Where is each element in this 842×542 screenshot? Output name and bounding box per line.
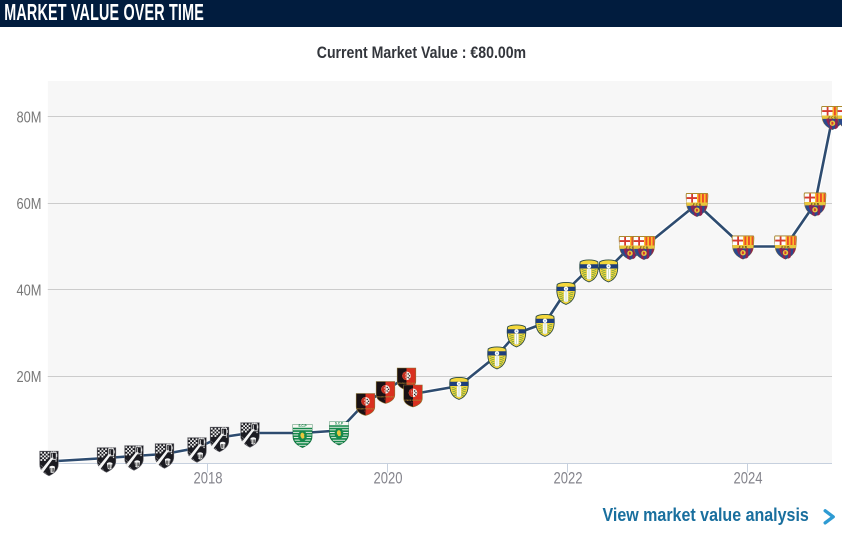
svg-text:2022: 2022 (554, 470, 583, 488)
svg-text:80M: 80M (17, 110, 42, 127)
svg-text:2018: 2018 (194, 470, 223, 488)
svg-text:60M: 60M (17, 196, 42, 213)
svg-text:40M: 40M (17, 283, 42, 300)
svg-text:20M: 20M (17, 369, 42, 386)
svg-text:2020: 2020 (374, 470, 403, 488)
svg-text:2024: 2024 (734, 470, 763, 488)
